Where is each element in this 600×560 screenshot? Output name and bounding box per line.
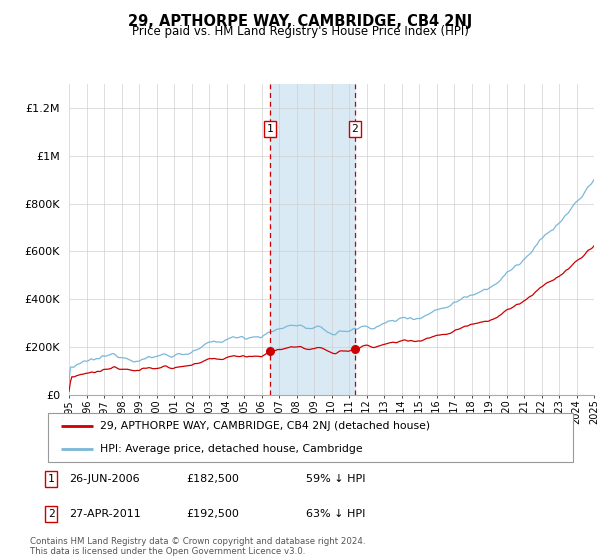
Text: £182,500: £182,500 (186, 474, 239, 484)
Text: 29, APTHORPE WAY, CAMBRIDGE, CB4 2NJ (detached house): 29, APTHORPE WAY, CAMBRIDGE, CB4 2NJ (de… (101, 421, 431, 431)
Text: £192,500: £192,500 (186, 509, 239, 519)
Bar (270, 84, 355, 395)
Text: Contains HM Land Registry data © Crown copyright and database right 2024.
This d: Contains HM Land Registry data © Crown c… (30, 536, 365, 556)
Text: 1: 1 (267, 124, 274, 134)
Text: 2: 2 (47, 509, 55, 519)
Text: 1: 1 (47, 474, 55, 484)
Text: 26-JUN-2006: 26-JUN-2006 (69, 474, 140, 484)
Text: Price paid vs. HM Land Registry's House Price Index (HPI): Price paid vs. HM Land Registry's House … (131, 25, 469, 38)
Text: HPI: Average price, detached house, Cambridge: HPI: Average price, detached house, Camb… (101, 444, 363, 454)
Text: 27-APR-2011: 27-APR-2011 (69, 509, 141, 519)
Text: 63% ↓ HPI: 63% ↓ HPI (306, 509, 365, 519)
Text: 2: 2 (352, 124, 358, 134)
Text: 59% ↓ HPI: 59% ↓ HPI (306, 474, 365, 484)
Text: 29, APTHORPE WAY, CAMBRIDGE, CB4 2NJ: 29, APTHORPE WAY, CAMBRIDGE, CB4 2NJ (128, 14, 472, 29)
